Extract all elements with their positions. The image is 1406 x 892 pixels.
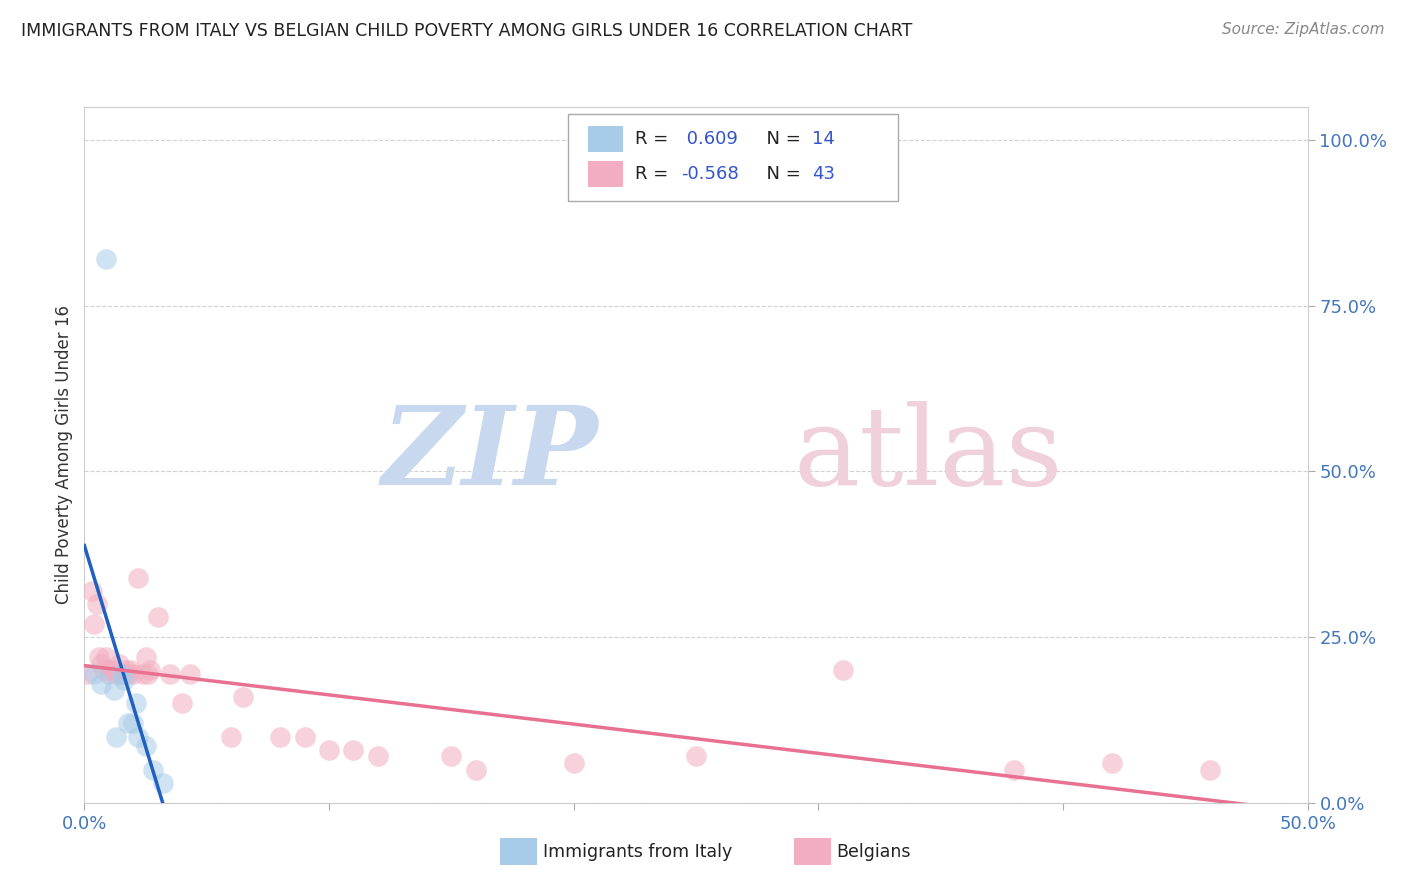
Point (83, 616, 105, 631)
Point (294, 730, 316, 744)
Point (127, 730, 149, 744)
Point (367, 749, 389, 764)
Point (87, 650, 110, 665)
Point (831, 663, 853, 677)
Point (146, 610, 169, 624)
Point (103, 683, 125, 698)
Point (103, 663, 125, 677)
Point (342, 743, 364, 757)
FancyBboxPatch shape (588, 126, 623, 153)
Point (1198, 763, 1220, 777)
Point (93, 663, 115, 677)
Point (1002, 763, 1025, 777)
Text: IMMIGRANTS FROM ITALY VS BELGIAN CHILD POVERTY AMONG GIRLS UNDER 16 CORRELATION : IMMIGRANTS FROM ITALY VS BELGIAN CHILD P… (21, 22, 912, 40)
Point (179, 666, 201, 681)
Text: ZIP: ZIP (381, 401, 598, 508)
Text: R =: R = (636, 165, 673, 183)
Text: atlas: atlas (794, 401, 1063, 508)
Point (139, 663, 162, 677)
Text: 43: 43 (813, 165, 835, 183)
Point (219, 730, 242, 744)
Text: -0.568: -0.568 (682, 165, 740, 183)
Point (105, 666, 128, 681)
Point (685, 749, 707, 764)
Point (172, 697, 194, 711)
Point (112, 673, 135, 688)
Point (96, 650, 118, 665)
Point (132, 666, 155, 681)
Point (125, 697, 148, 711)
Point (440, 749, 463, 764)
Y-axis label: Child Poverty Among Girls Under 16: Child Poverty Among Girls Under 16 (55, 305, 73, 605)
FancyBboxPatch shape (794, 838, 831, 865)
Point (86, 597, 108, 611)
Point (135, 739, 157, 754)
Point (318, 743, 340, 757)
Point (83, 666, 105, 681)
Point (1101, 756, 1123, 770)
Point (122, 666, 145, 681)
Text: Immigrants from Italy: Immigrants from Italy (543, 843, 733, 861)
Text: Source: ZipAtlas.com: Source: ZipAtlas.com (1222, 22, 1385, 37)
Point (117, 716, 139, 731)
Point (269, 730, 291, 744)
Point (110, 666, 132, 681)
Point (80, 583, 103, 598)
Point (110, 666, 132, 681)
Point (90, 676, 112, 690)
Point (97, 666, 120, 681)
Point (136, 666, 159, 681)
Point (100, 663, 122, 677)
Point (152, 776, 174, 790)
Text: N =: N = (755, 130, 806, 148)
Text: 0.609: 0.609 (682, 130, 738, 148)
Point (159, 666, 181, 681)
Point (122, 716, 145, 731)
Point (107, 657, 129, 671)
FancyBboxPatch shape (501, 838, 537, 865)
Point (232, 690, 254, 704)
Point (135, 650, 157, 665)
Point (464, 763, 486, 777)
FancyBboxPatch shape (588, 161, 623, 187)
Point (562, 756, 585, 770)
Text: R =: R = (636, 130, 673, 148)
Point (112, 666, 135, 681)
Point (105, 730, 128, 744)
Point (90, 657, 112, 671)
Point (76, 666, 98, 681)
Point (120, 663, 142, 677)
Point (127, 570, 149, 584)
Point (142, 763, 165, 777)
Point (115, 663, 138, 677)
Point (117, 666, 139, 681)
FancyBboxPatch shape (568, 114, 898, 201)
Text: 14: 14 (813, 130, 835, 148)
Text: N =: N = (755, 165, 806, 183)
Text: Belgians: Belgians (837, 843, 911, 861)
Point (96, 252, 118, 267)
